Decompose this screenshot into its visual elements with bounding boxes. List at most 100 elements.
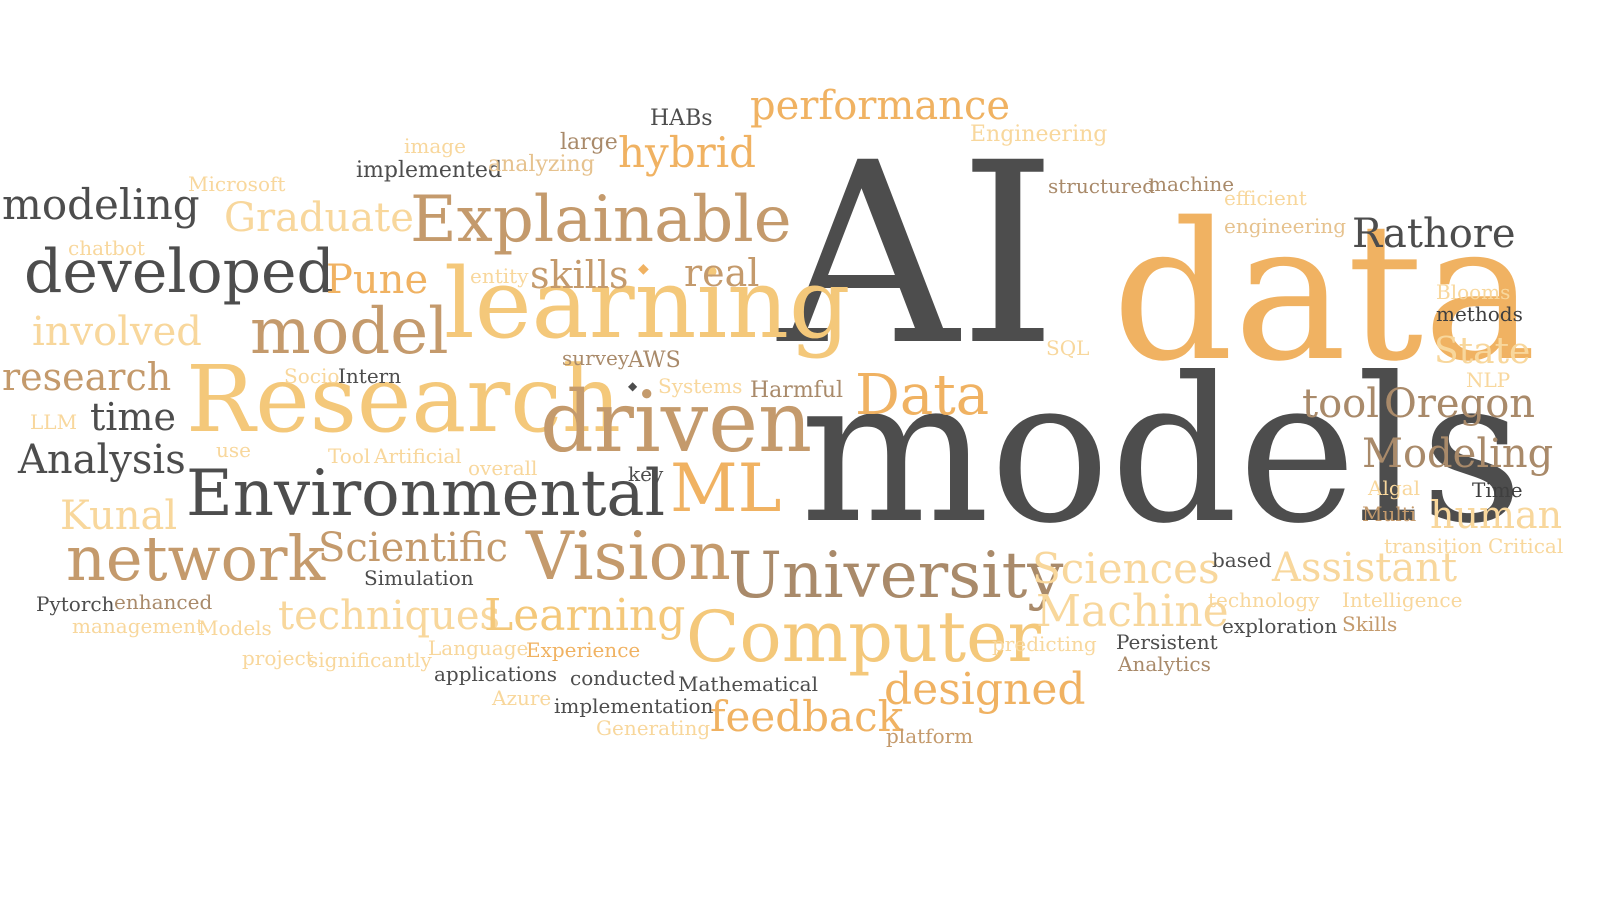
word-language: Language bbox=[428, 636, 529, 660]
word-real: real bbox=[684, 251, 760, 295]
word-simulation: Simulation bbox=[364, 566, 474, 590]
word-applications: applications bbox=[434, 662, 558, 686]
word-models-2: Models bbox=[198, 616, 272, 640]
word-analytics: Analytics bbox=[1118, 652, 1211, 676]
word-nlp: NLP bbox=[1466, 368, 1511, 392]
word-research-2: research bbox=[2, 355, 172, 399]
word-microsoft: Microsoft bbox=[188, 172, 286, 196]
word-habs: HABs bbox=[650, 106, 713, 131]
word-kunal: Kunal bbox=[60, 493, 178, 539]
word-algal: Algal bbox=[1368, 476, 1420, 500]
word-generating: Generating bbox=[596, 716, 711, 740]
word-key: key bbox=[628, 462, 664, 486]
word-transition: transition bbox=[1384, 534, 1483, 558]
word-sciences: Sciences bbox=[1032, 544, 1220, 593]
word-enhanced: enhanced bbox=[114, 590, 213, 614]
word-llm: LLM bbox=[30, 410, 78, 434]
word-based: based bbox=[1212, 548, 1272, 572]
word-artificial: Artificial bbox=[374, 444, 462, 468]
word-engineering-2: engineering bbox=[1224, 214, 1347, 238]
word-sql: SQL bbox=[1046, 336, 1090, 360]
word-hybrid: hybrid bbox=[618, 128, 757, 177]
word-performance: performance bbox=[750, 83, 1011, 129]
word-oregon: Oregon bbox=[1384, 381, 1536, 427]
word-methods: methods bbox=[1436, 302, 1523, 326]
word-ai: AI bbox=[778, 109, 1058, 400]
word-designed: designed bbox=[884, 664, 1086, 715]
word-skills-2: Skills bbox=[1342, 612, 1398, 636]
word-university: University bbox=[728, 539, 1064, 613]
word-use: use bbox=[216, 438, 251, 462]
word-human: human bbox=[1430, 493, 1563, 537]
word-technology: technology bbox=[1208, 588, 1320, 612]
word-implemented: implemented bbox=[356, 158, 503, 183]
word-learning-2: Learning bbox=[484, 590, 686, 641]
word-analyzing: analyzing bbox=[488, 152, 595, 177]
word-multi: Multi bbox=[1362, 502, 1417, 526]
word-survey: survey bbox=[562, 346, 630, 370]
word-graduate: Graduate bbox=[224, 195, 414, 241]
word-feedback: feedback bbox=[710, 692, 904, 741]
word-image: image bbox=[404, 134, 466, 158]
word-assistant: Assistant bbox=[1272, 545, 1458, 591]
word-developed: developed bbox=[24, 237, 335, 307]
word-experience: Experience bbox=[526, 638, 641, 662]
word-mathematical: Mathematical bbox=[678, 672, 818, 696]
word-network: network bbox=[66, 522, 326, 595]
word-azure: Azure bbox=[492, 686, 552, 710]
word-time-2: Time bbox=[1472, 478, 1523, 502]
word-modeling-2: Modeling bbox=[1362, 431, 1554, 477]
word-critical: Critical bbox=[1488, 534, 1564, 558]
word-management: management bbox=[72, 614, 205, 638]
word-large: large bbox=[560, 130, 618, 155]
word-entity: entity bbox=[470, 264, 529, 288]
word-model: model bbox=[250, 295, 449, 369]
word-conducted: conducted bbox=[570, 666, 676, 690]
word-machine-2: machine bbox=[1148, 172, 1235, 196]
word-aws: AWS bbox=[628, 348, 681, 373]
word-techniques: techniques bbox=[278, 593, 501, 639]
decorative-dot: ◆ bbox=[628, 379, 638, 393]
word-tool: tool bbox=[1302, 381, 1380, 427]
word-chatbot: chatbot bbox=[68, 236, 145, 260]
word-predicting: predicting bbox=[992, 632, 1097, 656]
word-exploration: exploration bbox=[1222, 614, 1338, 638]
word-project: project bbox=[242, 646, 314, 670]
word-intelligence: Intelligence bbox=[1342, 588, 1463, 612]
word-computer: Computer bbox=[686, 596, 1041, 678]
word-data: data bbox=[1112, 182, 1537, 403]
word-state: State bbox=[1434, 331, 1531, 372]
word-rathore: Rathore bbox=[1352, 211, 1516, 257]
word-learning: learning bbox=[444, 248, 851, 360]
word-models: models bbox=[800, 335, 1524, 568]
word-efficient: efficient bbox=[1224, 186, 1307, 210]
word-persistent: Persistent bbox=[1116, 630, 1218, 654]
word-pune: Pune bbox=[326, 257, 429, 303]
word-time: time bbox=[90, 395, 176, 439]
word-harmful: Harmful bbox=[750, 378, 844, 403]
word-pytorch: Pytorch bbox=[36, 592, 115, 616]
word-platform: platform bbox=[886, 724, 974, 748]
word-vision: Vision bbox=[526, 518, 731, 595]
word-environmental: Environmental bbox=[186, 457, 666, 531]
word-involved: involved bbox=[32, 309, 202, 355]
word-systems: Systems bbox=[658, 374, 743, 398]
word-machine: Machine bbox=[1036, 586, 1229, 637]
word-explainable: Explainable bbox=[410, 183, 792, 257]
word-significantly: significantly bbox=[308, 648, 432, 672]
word-modeling: modeling bbox=[2, 180, 200, 229]
word-socio: Socio bbox=[284, 364, 340, 388]
word-scientific: Scientific bbox=[318, 525, 508, 571]
word-blooms: Blooms bbox=[1436, 280, 1511, 304]
word-data-2: Data bbox=[855, 363, 990, 428]
word-ml: ML bbox=[670, 450, 782, 527]
word-driven: driven bbox=[540, 373, 813, 471]
word-implementation: implementation bbox=[554, 694, 714, 718]
word-structured: structured bbox=[1048, 174, 1156, 198]
word-overall: overall bbox=[468, 456, 538, 480]
word-research: Research bbox=[186, 346, 621, 453]
decorative-dot: ◆ bbox=[638, 261, 649, 277]
word-skills: skills bbox=[530, 253, 629, 297]
word-analysis: Analysis bbox=[18, 437, 186, 483]
